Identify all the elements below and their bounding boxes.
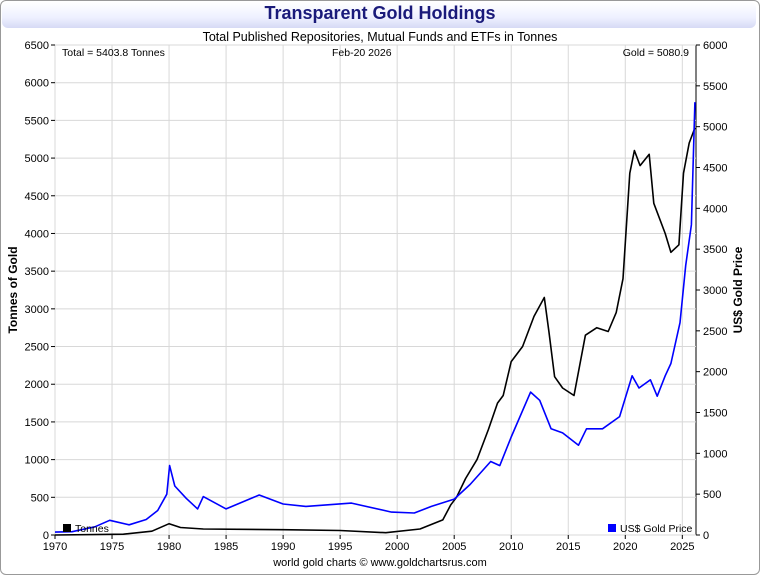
left-tick-label: 6500 [25, 40, 49, 52]
chart-title: Transparent Gold Holdings [264, 3, 496, 23]
left-tick-label: 3500 [25, 266, 49, 278]
x-tick-label: 2005 [442, 541, 466, 553]
x-tick-label: 1980 [157, 541, 181, 553]
x-tick-label: 1985 [214, 541, 238, 553]
x-tick-label: 2000 [385, 541, 409, 553]
right-tick-label: 0 [703, 530, 709, 542]
right-axis-ticks: 0 500 1000 1500 2000 2500 3000 3500 4000 4500 5000… [696, 40, 727, 542]
right-tick-label: 3000 [703, 285, 727, 297]
legend-gold-price-label: US$ Gold Price [620, 523, 693, 535]
title-bar [2, 2, 756, 28]
right-tick-label: 3500 [703, 244, 727, 256]
legend-tonnes-label: Tonnes [75, 523, 109, 535]
right-tick-label: 5000 [703, 122, 727, 134]
right-tick-label: 2500 [703, 326, 727, 338]
x-tick-label: 2020 [613, 541, 637, 553]
right-tick-label: 1000 [703, 448, 727, 460]
left-tick-label: 5500 [25, 115, 49, 127]
series-line-gold-price [54, 102, 696, 533]
x-tick-label: 1970 [43, 541, 67, 553]
legend-gold-price-swatch [608, 524, 616, 532]
left-tick-label: 2500 [25, 342, 49, 354]
date-annotation: Feb-20 2026 [332, 47, 392, 59]
legend-tonnes-swatch [63, 524, 71, 532]
left-tick-label: 1000 [25, 455, 49, 467]
chart-footer: world gold charts © www.goldchartsrus.co… [273, 557, 487, 569]
series-lines [54, 102, 696, 536]
gold-annotation: Gold = 5080.9 [623, 47, 689, 59]
right-tick-label: 1500 [703, 408, 727, 420]
right-axis-label: US$ Gold Price [731, 246, 745, 333]
right-tick-label: 4000 [703, 203, 727, 215]
x-tick-label: 2010 [499, 541, 523, 553]
x-tick-label: 2015 [556, 541, 580, 553]
left-tick-label: 4000 [25, 228, 49, 240]
x-tick-label: 1975 [100, 541, 124, 553]
left-tick-label: 3000 [25, 304, 49, 316]
right-tick-label: 5500 [703, 81, 727, 93]
left-tick-label: 500 [31, 492, 49, 504]
right-tick-label: 6000 [703, 40, 727, 52]
plot-area [54, 44, 697, 536]
right-tick-label: 500 [703, 489, 721, 501]
right-tick-label: 4500 [703, 163, 727, 175]
left-tick-label: 5000 [25, 153, 49, 165]
series-line-tonnes [54, 127, 696, 536]
grid-lines [54, 44, 696, 536]
x-tick-label: 1990 [271, 541, 295, 553]
left-tick-label: 4500 [25, 191, 49, 203]
x-axis-ticks: 1970 1975 1980 1985 1990 1995 2000 2005 2010 2015… [43, 535, 695, 553]
chart-subtitle: Total Published Repositories, Mutual Fun… [202, 30, 558, 44]
left-tick-label: 1500 [25, 417, 49, 429]
right-tick-label: 2000 [703, 367, 727, 379]
total-annotation: Total = 5403.8 Tonnes [62, 47, 165, 59]
x-tick-label: 1995 [328, 541, 352, 553]
left-axis-ticks: 0 500 1000 1500 2000 2500 3000 3500 4000 4500 5000… [25, 40, 55, 542]
left-tick-label: 6000 [25, 78, 49, 90]
left-tick-label: 0 [43, 530, 49, 542]
left-tick-label: 2000 [25, 379, 49, 391]
x-tick-label: 2025 [670, 541, 694, 553]
left-axis-label: Tonnes of Gold [6, 246, 20, 333]
